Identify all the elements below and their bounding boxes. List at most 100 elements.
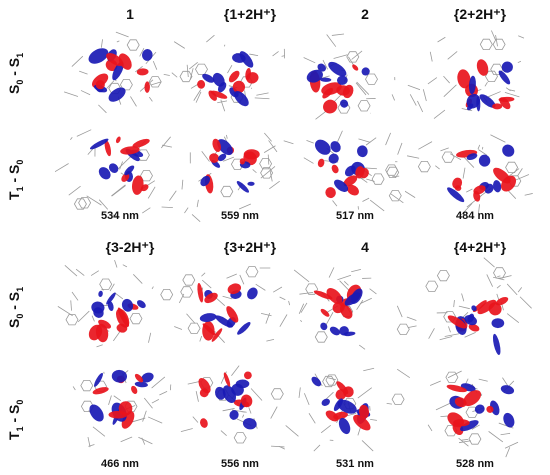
bond-line — [151, 286, 154, 290]
bond-line — [115, 31, 129, 38]
aromatic-ring — [465, 406, 479, 418]
orbital-lobe-red — [468, 323, 480, 332]
bond-line — [270, 406, 278, 419]
orbital-drawing — [180, 365, 299, 450]
orbital-lobe-red — [323, 99, 338, 114]
orbital-image-1-t1s0 — [54, 126, 185, 226]
aromatic-ring — [148, 76, 162, 88]
bond-line — [443, 84, 457, 97]
orbital-lobe-blue — [242, 418, 257, 430]
orbital-lobe-red — [342, 84, 354, 99]
bond-line — [461, 108, 473, 112]
bond-line — [339, 280, 351, 292]
orbital-drawing — [298, 367, 411, 452]
aromatic-ring — [385, 164, 399, 176]
orbital-lobe-blue — [235, 379, 250, 389]
aromatic-ring — [425, 280, 439, 292]
bond-line — [357, 427, 361, 436]
orbital-lobe-blue — [217, 82, 227, 93]
bond-line — [63, 91, 79, 97]
bond-line — [201, 150, 210, 162]
bond-line — [142, 207, 151, 214]
aromatic-ring — [78, 197, 92, 209]
bond-line — [363, 367, 375, 372]
orbital-lobe-blue — [503, 412, 515, 428]
orbital-lobe-blue — [107, 301, 114, 312]
aromatic-ring — [305, 283, 319, 295]
bond-line — [159, 390, 168, 396]
bond-line — [80, 90, 91, 96]
orbital-lobe-blue — [134, 381, 148, 388]
orbital-lobe-red — [98, 319, 112, 329]
bond-line — [462, 156, 475, 168]
bond-line — [331, 33, 345, 36]
bond-line — [483, 257, 495, 268]
bond-line — [407, 325, 417, 329]
bond-line — [417, 100, 424, 113]
aromatic-ring — [220, 185, 234, 198]
bond-line — [524, 193, 533, 196]
orbital-lobe-red — [200, 418, 208, 428]
row-label-t1-s0-bottom: T1 - S0 — [6, 399, 25, 440]
bond-line — [269, 180, 280, 190]
bond-line — [363, 167, 377, 170]
orbital-lobe-red — [320, 308, 330, 317]
orbital-drawing — [63, 31, 185, 114]
bond-line — [443, 75, 450, 84]
orbital-lobe-blue — [502, 144, 515, 157]
orbital-lobe-blue — [239, 51, 254, 68]
aromatic-ring — [126, 39, 140, 51]
orbital-lobe-red — [447, 315, 467, 329]
orbital-lobe-blue — [340, 99, 349, 108]
bond-line — [75, 268, 85, 276]
aromatic-ring — [99, 278, 113, 290]
bond-line — [192, 416, 199, 423]
bond-line — [444, 333, 460, 337]
bond-line — [201, 279, 212, 289]
bond-line — [337, 274, 352, 281]
aromatic-ring — [160, 289, 174, 301]
bond-line — [303, 57, 316, 64]
orbital-drawing — [54, 129, 177, 218]
bond-line — [447, 370, 462, 379]
bond-line — [449, 153, 462, 161]
bond-line — [460, 203, 473, 216]
wavelength-label: 528 nm — [456, 458, 494, 470]
orbital-lobe-blue — [338, 417, 351, 435]
bond-line — [406, 316, 417, 321]
orbital-lobe-red — [245, 67, 251, 81]
orbital-lobe-blue — [357, 145, 368, 158]
bond-line — [255, 283, 266, 291]
orbital-lobe-blue — [498, 70, 511, 85]
orbital-lobe-blue — [337, 75, 348, 85]
bond-line — [267, 154, 270, 165]
bond-line — [231, 365, 240, 377]
bond-line — [358, 138, 371, 143]
bond-line — [193, 89, 202, 101]
bond-line — [108, 395, 112, 405]
header-4: 4 — [361, 239, 369, 255]
orbital-lobe-blue — [491, 318, 505, 329]
aromatic-ring — [325, 374, 339, 386]
bond-line — [254, 97, 270, 100]
bond-line — [409, 94, 417, 106]
bond-line — [77, 310, 90, 323]
orbital-lobe-blue — [247, 287, 258, 300]
aromatic-ring — [129, 313, 143, 325]
orbital-image-1-2h-t1s0 — [170, 126, 300, 226]
bond-line — [71, 291, 79, 301]
orbital-lobe-blue — [89, 404, 104, 422]
bond-line — [458, 305, 470, 310]
bond-line — [396, 305, 403, 318]
bond-line — [496, 284, 501, 289]
orbital-lobe-blue — [468, 75, 476, 95]
bond-line — [306, 140, 314, 144]
header-2: 2 — [361, 6, 369, 22]
bond-line — [391, 94, 396, 101]
aromatic-ring — [357, 100, 371, 112]
orbital-lobe-red — [446, 384, 468, 393]
bond-line — [268, 140, 278, 153]
orbital-lobe-red — [331, 164, 339, 174]
bond-line — [493, 276, 505, 281]
orbital-lobe-blue — [247, 181, 255, 186]
